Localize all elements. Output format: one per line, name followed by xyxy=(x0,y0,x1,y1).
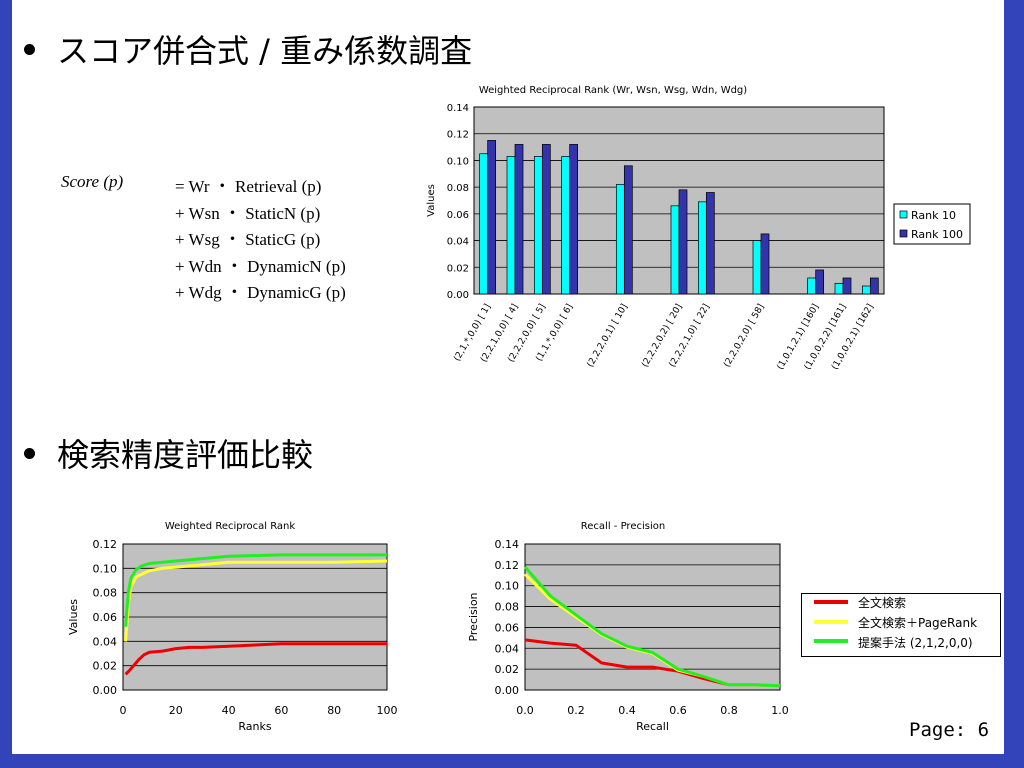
y-axis-label: Precision xyxy=(467,592,480,641)
y-tick-label: 0.08 xyxy=(447,183,469,194)
bar xyxy=(842,277,852,295)
x-tick-label: (2,2,0,2,0) [ 58] xyxy=(722,303,766,370)
y-tick-label: 0.02 xyxy=(93,660,118,673)
series-line xyxy=(124,553,387,627)
x-tick-label: 80 xyxy=(327,704,341,717)
formula-line-2: + Wsn ・ StaticN (p) xyxy=(175,203,321,223)
x-axis-label: Recall xyxy=(636,720,669,733)
chart-title: Weighted Reciprocal Rank xyxy=(165,521,296,532)
bullet-2: 検索精度評価比較 xyxy=(24,430,313,476)
legend-swatch xyxy=(899,210,908,219)
formula-line-5: + Wdg ・ DynamicG (p) xyxy=(175,283,346,302)
bar xyxy=(752,240,762,295)
x-tick-label: 1.0 xyxy=(771,704,789,717)
bar xyxy=(861,285,871,295)
legend-label: 全文検索＋PageRank xyxy=(858,616,978,630)
bar xyxy=(697,201,707,295)
chart-title: Weighted Reciprocal Rank (Wr, Wsn, Wsg, … xyxy=(479,85,747,96)
bar xyxy=(670,205,680,295)
bar xyxy=(479,153,489,295)
x-tick-label: 0.2 xyxy=(567,704,585,717)
bar xyxy=(705,192,715,295)
bar xyxy=(561,156,571,295)
page-number: Page: 6 xyxy=(909,719,990,741)
y-tick-label: 0.06 xyxy=(495,621,520,634)
x-tick-label: (2,2,2,0,1) [ 10] xyxy=(586,303,630,370)
y-tick-label: 0.10 xyxy=(93,562,118,575)
y-tick-label: 0.12 xyxy=(495,559,520,572)
bar xyxy=(615,184,625,295)
bullet-1-text: スコア併合式 / 重み係数調査 xyxy=(57,32,473,70)
x-tick-label: 100 xyxy=(377,704,398,717)
formula-line-4: + Wdn ・ DynamicN (p) xyxy=(175,256,346,276)
y-tick-label: 0.08 xyxy=(93,587,118,600)
bar xyxy=(569,144,579,295)
bar xyxy=(834,282,844,295)
bar xyxy=(678,189,688,295)
x-axis-label: Ranks xyxy=(238,720,271,733)
x-tick-label: 0 xyxy=(120,704,127,717)
bar xyxy=(541,144,551,295)
y-axis-label: Values xyxy=(426,184,437,217)
bar xyxy=(623,165,633,295)
bar xyxy=(506,156,516,295)
y-tick-label: 0.00 xyxy=(447,290,469,301)
y-tick-label: 0.00 xyxy=(93,684,118,697)
x-tick-label: 20 xyxy=(169,704,183,717)
y-tick-label: 0.02 xyxy=(447,263,469,274)
series-line xyxy=(523,565,781,688)
x-tick-label: 40 xyxy=(222,704,236,717)
chart-title: Recall - Precision xyxy=(581,521,665,532)
recall-precision-chart: Recall - Precision 0.00 0.02 0.04 0.06 0.08 0.… xyxy=(467,521,789,733)
y-tick-label: 0.14 xyxy=(495,538,520,551)
y-tick-label: 0.04 xyxy=(447,237,469,248)
legend-label: 提案手法 (2,1,2,0,0) xyxy=(858,636,973,650)
bar xyxy=(760,233,770,295)
bar xyxy=(514,144,524,295)
series-line xyxy=(124,642,387,676)
formula-line-1: = Wr ・ Retrieval (p) xyxy=(175,177,322,196)
legend-swatch xyxy=(899,229,908,238)
wrr-line-chart: Weighted Reciprocal Rank 0.00 0.02 0.04 0.06… xyxy=(67,521,398,733)
y-tick-label: 0.10 xyxy=(447,156,469,167)
legend-swatch xyxy=(814,620,848,624)
bullet-1: スコア併合式 / 重み係数調査 xyxy=(24,26,472,72)
y-tick-label: 0.12 xyxy=(93,538,118,551)
y-tick-label: 0.06 xyxy=(93,611,118,624)
y-axis-label: Values xyxy=(67,599,80,635)
line-legend: 全文検索 全文検索＋PageRank 提案手法 (2,1,2,0,0) xyxy=(801,593,1001,657)
legend-label: 全文検索 xyxy=(858,596,907,610)
bar xyxy=(869,277,879,295)
bar-chart: Weighted Reciprocal Rank (Wr, Wsn, Wsg, … xyxy=(426,85,971,372)
y-tick-label: 0.06 xyxy=(447,210,469,221)
legend-swatch xyxy=(814,600,848,604)
legend-label: Rank 10 xyxy=(911,209,956,222)
bar xyxy=(487,140,497,295)
x-tick-label: 60 xyxy=(274,704,288,717)
y-tick-label: 0.08 xyxy=(495,601,520,614)
y-tick-label: 0.04 xyxy=(495,642,520,655)
x-tick-label: 0.8 xyxy=(720,704,738,717)
formula-line-3: + Wsg ・ StaticG (p) xyxy=(175,230,321,249)
x-tick-label: 0.4 xyxy=(618,704,636,717)
legend-label: Rank 100 xyxy=(911,228,963,241)
bullet-dot xyxy=(24,43,35,55)
y-tick-label: 0.00 xyxy=(495,684,520,697)
bar xyxy=(815,269,825,295)
bullet-dot xyxy=(24,447,35,459)
y-tick-label: 0.10 xyxy=(495,580,520,593)
y-tick-label: 0.04 xyxy=(93,635,118,648)
y-tick-label: 0.12 xyxy=(447,130,469,141)
legend-swatch xyxy=(814,639,848,643)
y-tick-label: 0.02 xyxy=(495,663,520,676)
bar xyxy=(807,277,817,295)
x-tick-label: 0.6 xyxy=(669,704,687,717)
x-tick-label: 0.0 xyxy=(516,704,534,717)
bullet-2-text: 検索精度評価比較 xyxy=(57,436,314,474)
bar xyxy=(533,156,543,295)
slide: スコア併合式 / 重み係数調査 Score (p) = Wr ・ Retrieva… xyxy=(12,0,1004,754)
formula-lhs: Score (p) xyxy=(61,172,124,191)
y-tick-label: 0.14 xyxy=(447,103,469,114)
